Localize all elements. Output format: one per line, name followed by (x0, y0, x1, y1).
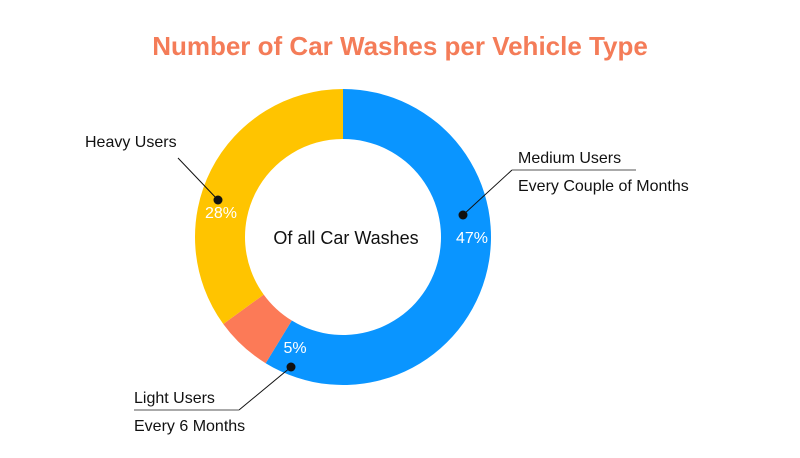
slice-value-label-light-users: 5% (283, 340, 306, 357)
callout-name-medium-users: Medium Users (518, 150, 621, 167)
chart-title: Number of Car Washes per Vehicle Type (152, 31, 648, 61)
leader-line-light-users (238, 366, 292, 411)
callout-dot-light-users (286, 362, 296, 372)
slice-light-users (223, 294, 292, 364)
center-label: Of all Car Washes (273, 228, 418, 248)
slice-value-label-medium-users: 47% (456, 230, 488, 247)
callout-name-heavy-users: Heavy Users (85, 134, 177, 151)
callout-dot-medium-users (458, 210, 468, 220)
callout-name-light-users: Light Users (134, 390, 215, 407)
slices-group (195, 89, 492, 385)
slice-medium-users (265, 89, 492, 385)
callout-subtitle-medium-users: Every Couple of Months (518, 178, 689, 195)
slice-heavy-users (195, 89, 343, 324)
callouts-group: 47% 5% 28% Medium Users Every Couple of Mont… (85, 134, 689, 435)
leader-line-medium-users (462, 169, 513, 216)
leader-line-heavy-users (177, 157, 219, 201)
slice-value-label-heavy-users: 28% (205, 205, 237, 222)
callout-dot-heavy-users (213, 195, 223, 205)
callout-subtitle-light-users: Every 6 Months (134, 418, 245, 435)
